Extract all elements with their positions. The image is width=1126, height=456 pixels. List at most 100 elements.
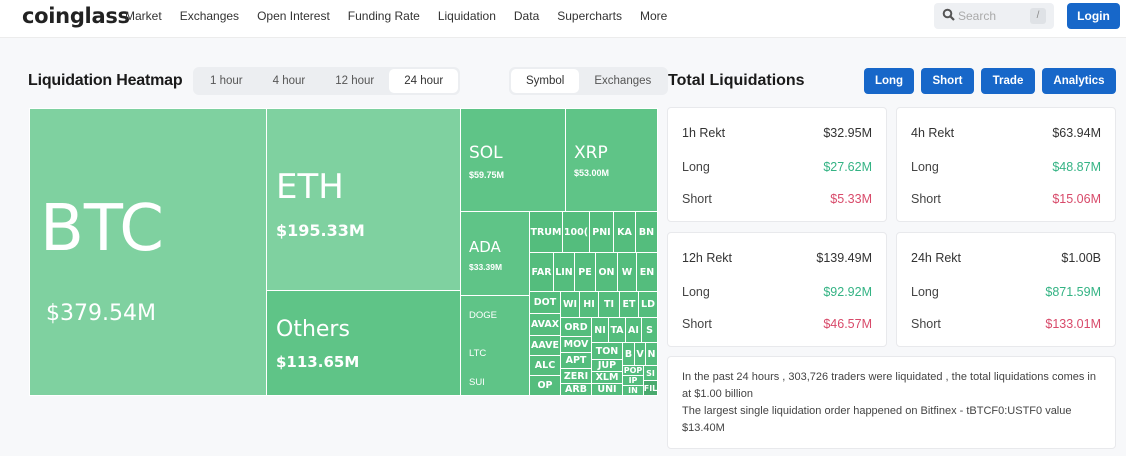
card-total: $63.94M (1052, 126, 1101, 140)
treemap-cell-small[interactable]: OP (529, 375, 561, 396)
main-nav: Market Exchanges Open Interest Funding R… (125, 9, 685, 23)
treemap-cell-small[interactable]: AAVE (529, 335, 561, 356)
tab-12-hour[interactable]: 12 hour (335, 75, 375, 87)
trade-button[interactable]: Trade (981, 68, 1035, 94)
treemap-cell-small[interactable]: S (641, 317, 658, 343)
treemap-cell-small[interactable]: 100( (562, 211, 590, 253)
treemap-cell-small[interactable]: ARB (560, 383, 592, 396)
nav-exchanges[interactable]: Exchanges (179, 9, 240, 23)
nav-open-interest[interactable]: Open Interest (257, 9, 330, 23)
treemap-cell-small[interactable]: TI (598, 291, 620, 318)
long-value: $48.87M (1052, 160, 1101, 174)
treemap-cell-small[interactable]: N (645, 342, 658, 366)
tab-exchanges[interactable]: Exchanges (594, 75, 652, 87)
coinglass-logo[interactable]: coinglass (22, 4, 130, 28)
treemap-cell-small[interactable]: KA (613, 211, 636, 253)
time-range-tabs: 1 hour 4 hour 12 hour 24 hour (193, 67, 461, 95)
treemap-cell-small[interactable]: APT (560, 352, 592, 369)
cell-value: $33.39M (469, 262, 503, 272)
search-placeholder: Search (958, 9, 997, 23)
top-navbar: coinglass Market Exchanges Open Interest… (0, 0, 1126, 38)
long-value: $27.62M (823, 160, 872, 174)
treemap-cell-small[interactable]: PE (574, 252, 596, 292)
treemap-cell-small[interactable]: TON (591, 342, 623, 360)
nav-funding-rate[interactable]: Funding Rate (347, 9, 420, 23)
liquidation-summary: In the past 24 hours , 303,726 traders w… (667, 356, 1116, 449)
search-icon (942, 8, 955, 21)
treemap-cell-small[interactable]: W (617, 252, 637, 292)
cell-symbol-sui[interactable]: SUI (469, 377, 485, 388)
long-value: $871.59M (1045, 285, 1101, 299)
treemap-cell-small[interactable]: AVAX (529, 313, 561, 336)
analytics-button[interactable]: Analytics (1042, 68, 1116, 94)
short-value: $15.06M (1052, 192, 1101, 206)
tab-4-hour[interactable]: 4 hour (272, 75, 306, 87)
card-label: 1h Rekt (682, 126, 726, 140)
cell-value: $195.33M (276, 221, 365, 240)
long-label: Long (682, 285, 710, 299)
short-label: Short (911, 192, 941, 206)
treemap-cell-small[interactable]: FIL (643, 380, 658, 396)
treemap-cell-small[interactable]: ZERI (560, 368, 592, 384)
nav-data[interactable]: Data (513, 9, 540, 23)
summary-line-1: In the past 24 hours , 303,726 traders w… (682, 371, 1096, 400)
treemap-cell-small[interactable]: DOT (529, 291, 561, 314)
treemap-cell-small[interactable]: AI (625, 317, 642, 343)
treemap-cell-small[interactable]: UNI (591, 383, 623, 396)
treemap-column-doge-ltc-sui: DOGE LTC SUI (460, 295, 530, 396)
treemap-cell-small[interactable]: PNI (589, 211, 614, 253)
treemap-cell-eth[interactable]: ETH $195.33M (266, 108, 461, 291)
treemap-cell-small[interactable]: LD (638, 291, 658, 318)
treemap-cell-small[interactable]: NI (591, 317, 609, 343)
treemap-cell-small[interactable]: HI (579, 291, 599, 318)
cell-symbol: BTC (40, 192, 164, 266)
tab-1-hour[interactable]: 1 hour (210, 75, 243, 87)
treemap-cell-sol[interactable]: SOL $59.75M (460, 108, 566, 212)
treemap-cell-small[interactable]: LIN (553, 252, 575, 292)
treemap-cell-small[interactable]: WI (560, 291, 580, 318)
card-total: $1.00B (1061, 251, 1101, 265)
long-label: Long (911, 160, 939, 174)
heatmap-title: Liquidation Heatmap (28, 72, 183, 89)
treemap-cell-xrp[interactable]: XRP $53.00M (565, 108, 658, 212)
treemap-cell-small[interactable]: TRUM (529, 211, 563, 253)
treemap-cell-small[interactable]: BN (635, 211, 658, 253)
treemap-cell-small[interactable]: SI (643, 365, 658, 381)
total-liquidations-title: Total Liquidations (668, 72, 805, 89)
treemap-cell-small[interactable]: ET (619, 291, 639, 318)
card-label: 12h Rekt (682, 251, 733, 265)
rekt-card-24h: 24h Rekt $1.00B Long $871.59M Short $133.01… (896, 232, 1116, 347)
search-shortcut-key: / (1030, 8, 1046, 24)
treemap-cell-others[interactable]: Others $113.65M (266, 290, 461, 396)
cell-symbol: Others (276, 317, 350, 342)
short-value: $133.01M (1045, 317, 1101, 331)
treemap-cell-small[interactable]: ALC (529, 355, 561, 376)
nav-more[interactable]: More (639, 9, 668, 23)
treemap-cell-small[interactable]: IN (622, 385, 644, 396)
treemap-cell-small[interactable]: MOV (560, 336, 592, 353)
treemap-cell-ada[interactable]: ADA $33.39M (460, 211, 530, 296)
long-button[interactable]: Long (864, 68, 914, 94)
search-input[interactable]: Search / (934, 3, 1054, 29)
cell-symbol-ltc[interactable]: LTC (469, 348, 487, 359)
cell-symbol-doge[interactable]: DOGE (469, 310, 497, 321)
nav-supercharts[interactable]: Supercharts (557, 9, 622, 23)
treemap-cell-small[interactable]: ON (595, 252, 618, 292)
nav-market[interactable]: Market (125, 9, 162, 23)
treemap-cell-small[interactable]: FAR (529, 252, 554, 292)
long-label: Long (682, 160, 710, 174)
tab-symbol[interactable]: Symbol (511, 69, 580, 93)
short-button[interactable]: Short (921, 68, 974, 94)
cell-value: $113.65M (276, 353, 360, 371)
short-label: Short (682, 192, 712, 206)
treemap-cell-small[interactable]: TA (608, 317, 626, 343)
group-by-tabs: Symbol Exchanges (509, 67, 669, 95)
cell-symbol: XRP (574, 143, 608, 163)
tab-24-hour[interactable]: 24 hour (389, 69, 459, 93)
treemap-cell-small[interactable]: EN (636, 252, 658, 292)
nav-liquidation[interactable]: Liquidation (437, 9, 496, 23)
treemap-cell-small[interactable]: ORD (560, 317, 592, 337)
treemap-cell-btc[interactable]: BTC $379.54M (29, 108, 267, 396)
short-value: $46.57M (823, 317, 872, 331)
login-button[interactable]: Login (1067, 3, 1120, 29)
